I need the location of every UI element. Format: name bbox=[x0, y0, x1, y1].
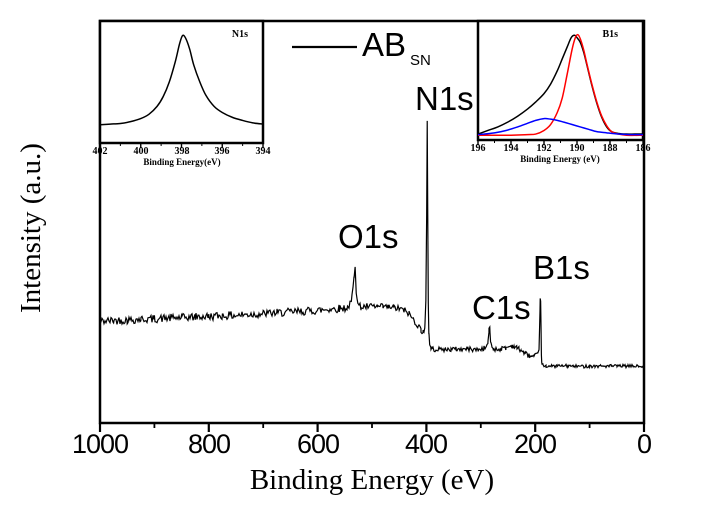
peak-label-c1s: C1s bbox=[472, 289, 531, 326]
x-axis-label: Binding Energy (eV) bbox=[249, 464, 495, 496]
peak-label-b1s: B1s bbox=[533, 249, 590, 286]
x-tick-label: 200 bbox=[513, 429, 557, 459]
inset-n1s-tick: 400 bbox=[133, 146, 149, 157]
inset-b1s-tick: 196 bbox=[470, 143, 486, 154]
inset-b1s-tick: 186 bbox=[635, 143, 651, 154]
x-tick-label: 800 bbox=[187, 429, 231, 459]
legend-label: AB bbox=[362, 26, 407, 63]
inset-n1s-title: N1s bbox=[231, 29, 248, 40]
inset-b1s-xlabel: Binding Energy (eV) bbox=[520, 154, 600, 164]
inset-n1s-tick: 396 bbox=[214, 146, 230, 157]
x-tick-label: 600 bbox=[296, 429, 340, 459]
inset-n1s-tick: 394 bbox=[255, 146, 271, 157]
inset-b1s-title: B1s bbox=[602, 29, 618, 40]
inset-b1s-tick: 188 bbox=[602, 143, 618, 154]
x-tick-label: 0 bbox=[636, 429, 652, 459]
peak-label-n1s: N1s bbox=[415, 80, 474, 117]
x-tick-label: 400 bbox=[404, 429, 448, 459]
inset-n1s-tick: 402 bbox=[92, 146, 108, 157]
legend-label-subscript: SN bbox=[410, 52, 431, 69]
inset-b1s-tick: 194 bbox=[503, 143, 519, 154]
inset-b1s-tick: 190 bbox=[569, 143, 585, 154]
x-tick-label: 1000 bbox=[71, 429, 129, 459]
inset-n1s-xlabel: Binding Energy(eV) bbox=[143, 157, 221, 167]
inset-b1s-tick: 192 bbox=[536, 143, 552, 154]
inset-n1s-tick: 398 bbox=[174, 146, 190, 157]
y-axis-label: Intensity (a.u.) bbox=[15, 143, 47, 313]
peak-label-o1s: O1s bbox=[338, 218, 399, 255]
